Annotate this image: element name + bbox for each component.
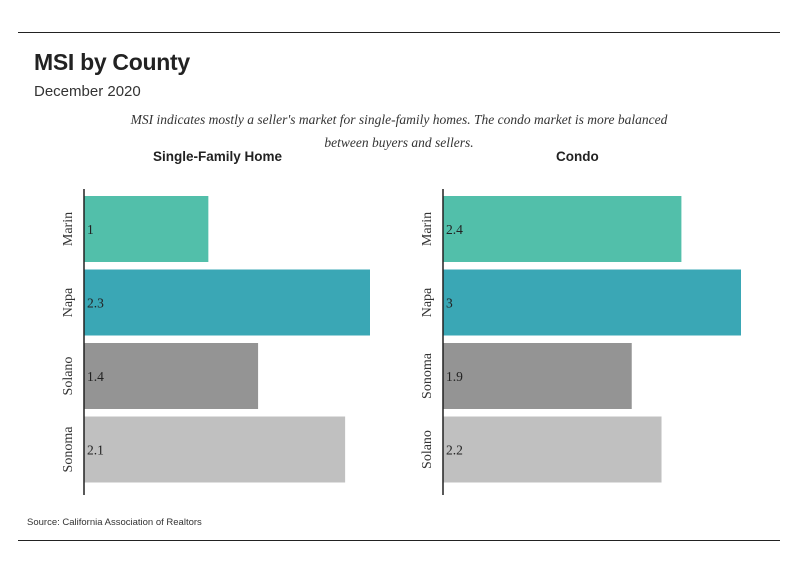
bar-value-label: 2.4 — [446, 222, 463, 237]
bottom-rule — [18, 540, 780, 541]
category-label: Solano — [420, 430, 435, 469]
bar-solano — [84, 343, 259, 409]
category-label: Napa — [61, 287, 76, 317]
bar-marin — [443, 196, 682, 262]
source-note: Source: California Association of Realto… — [27, 517, 202, 528]
chart-subtitle: December 2020 — [34, 83, 141, 100]
bar-value-label: 3 — [446, 296, 453, 311]
bar-solano — [443, 416, 662, 483]
category-label: Solano — [61, 357, 76, 396]
bar-value-label: 1.4 — [87, 369, 104, 384]
category-label: Sonoma — [420, 352, 435, 399]
panel-title-single-family: Single-Family Home — [153, 149, 283, 164]
bar-value-label: 1.9 — [446, 369, 463, 384]
chart-title: MSI by County — [34, 49, 190, 75]
bar-napa — [443, 269, 741, 336]
bar-value-label: 2.3 — [87, 296, 104, 311]
bar-sonoma — [443, 343, 632, 409]
category-label: Sonoma — [61, 426, 76, 473]
bar-marin — [84, 196, 209, 262]
bar-value-label: 2.1 — [87, 443, 104, 458]
category-label: Napa — [420, 287, 435, 317]
category-label: Marin — [61, 212, 76, 246]
chart-note: MSI indicates mostly a seller's market f… — [130, 112, 668, 150]
panel-title-condo: Condo — [556, 149, 599, 164]
bar-value-label: 1 — [87, 222, 94, 237]
bar-value-label: 2.2 — [446, 443, 463, 458]
category-label: Marin — [420, 212, 435, 246]
bar-sonoma — [84, 416, 346, 483]
top-rule — [18, 32, 780, 33]
bar-napa — [84, 269, 370, 336]
